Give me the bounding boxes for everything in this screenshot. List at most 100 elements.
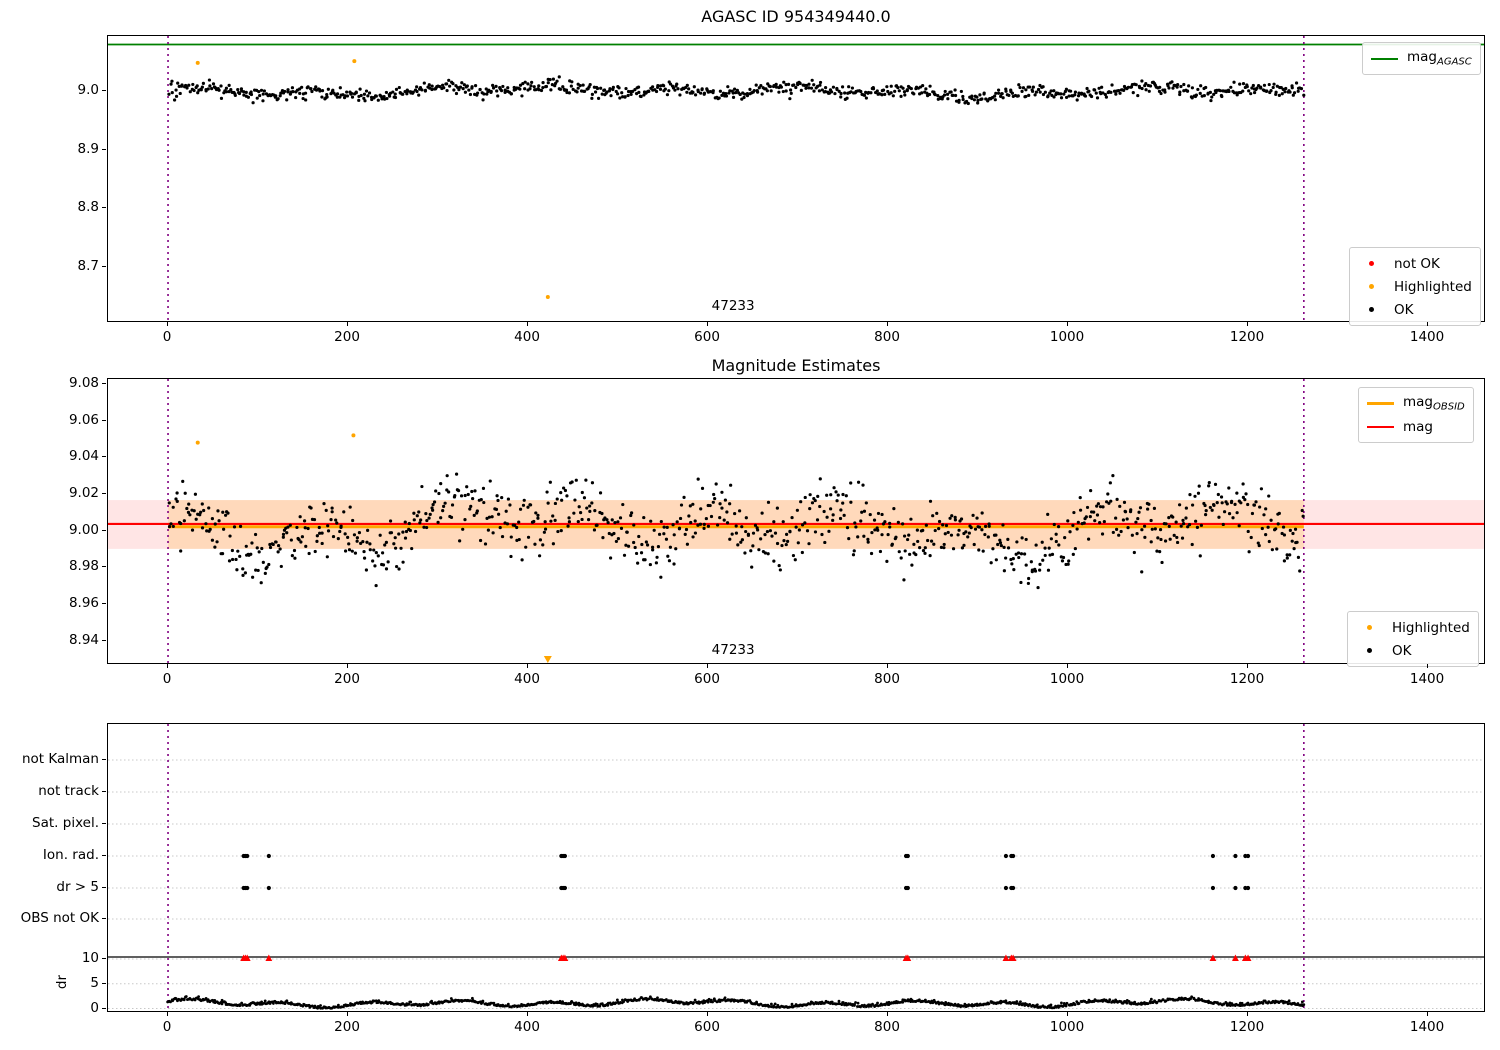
ok-point [542, 530, 546, 534]
ok-point [246, 95, 250, 99]
ok-point [167, 92, 171, 96]
ok-point [977, 525, 982, 529]
y-tick-mark [102, 639, 106, 641]
ok-point [279, 564, 283, 569]
ok-point [276, 550, 280, 554]
ok-point [1087, 89, 1091, 93]
ok-point [439, 516, 443, 520]
ok-point [1046, 94, 1050, 98]
x-tick-label: 1400 [1409, 1019, 1445, 1035]
dr-point [809, 1002, 812, 1006]
ok-point [445, 474, 449, 478]
ok-point [483, 542, 488, 546]
ok-point [1118, 91, 1122, 95]
x-tick-label: 0 [162, 671, 172, 687]
ok-point [298, 515, 302, 519]
ok-point [763, 551, 768, 555]
ok-point [1252, 90, 1257, 95]
ok-point [567, 516, 571, 520]
ok-point [468, 507, 472, 511]
ok-point [966, 101, 970, 106]
ok-point [728, 502, 732, 506]
ok-point [1019, 580, 1023, 585]
ok-point [1158, 549, 1162, 554]
ok-point [1002, 545, 1006, 549]
dr-point [730, 998, 734, 1001]
ok-point [962, 543, 966, 547]
dr-point [248, 1003, 252, 1007]
ok-point [1024, 563, 1028, 567]
ok-point [543, 520, 547, 524]
ok-point [250, 541, 254, 545]
ok-point [841, 501, 845, 505]
ok-point [273, 95, 277, 99]
ok-point [702, 526, 706, 530]
ok-point [1075, 527, 1079, 531]
ok-point [909, 517, 913, 521]
ok-point [219, 84, 223, 88]
ok-point [825, 515, 829, 519]
legend-top-points: not OK Highlighted OK [1349, 247, 1481, 326]
ok-point [1150, 527, 1154, 531]
ok-point [1034, 543, 1038, 547]
ok-point [404, 529, 409, 534]
dr-point [337, 1003, 340, 1007]
dr-point [407, 1002, 411, 1006]
ok-point [851, 553, 856, 557]
legend-row: mag [1367, 415, 1465, 438]
ok-point [366, 94, 370, 98]
ok-point [765, 529, 770, 534]
ok-point [588, 83, 592, 87]
ok-point [818, 83, 822, 87]
ok-point [1047, 546, 1051, 550]
ok-point [903, 549, 907, 553]
ok-point [1076, 520, 1080, 524]
ok-point [1249, 92, 1253, 96]
ok-point [518, 507, 523, 511]
dr-point [917, 998, 921, 1002]
ok-point [422, 81, 426, 85]
ok-point [953, 515, 957, 519]
dr-tick-label: 5 [90, 974, 99, 991]
ok-point [312, 517, 317, 522]
bottom-axes [107, 723, 1485, 1012]
ok-point [585, 506, 589, 510]
ok-point [972, 542, 976, 547]
ok-point [954, 99, 959, 103]
ok-point [412, 518, 416, 522]
ok-point [1064, 87, 1069, 91]
ok-point [633, 88, 637, 92]
ok-point [418, 521, 422, 525]
ok-point [1181, 518, 1185, 522]
ok-point [1158, 528, 1163, 532]
ok-point [487, 515, 492, 519]
ok-point [462, 83, 466, 87]
ok-point [1138, 506, 1143, 510]
ok-point [1059, 92, 1063, 96]
ok-point [1001, 96, 1005, 100]
ok-point [956, 533, 960, 537]
ok-point [730, 532, 734, 536]
dr-point [764, 1004, 767, 1008]
dr-point [238, 1004, 242, 1008]
ok-point [213, 545, 217, 549]
ok-point [639, 551, 644, 555]
ok-point [1076, 94, 1081, 98]
ok-point [1290, 86, 1294, 90]
ok-point [757, 86, 761, 90]
ok-point [350, 549, 354, 553]
ok-point [1107, 501, 1111, 505]
ok-point [210, 87, 214, 91]
ok-point [897, 89, 901, 93]
legend-row: magOBSID [1367, 392, 1465, 415]
highlighted-point [352, 59, 357, 64]
ok-point [301, 96, 305, 101]
ok-point [1212, 503, 1216, 507]
ok-point [1043, 553, 1047, 558]
ok-point [820, 88, 824, 92]
ok-point [1167, 86, 1171, 90]
ok-point [1213, 482, 1218, 486]
ok-point [258, 93, 262, 98]
ok-point [1251, 83, 1255, 88]
ok-point [1203, 503, 1207, 508]
